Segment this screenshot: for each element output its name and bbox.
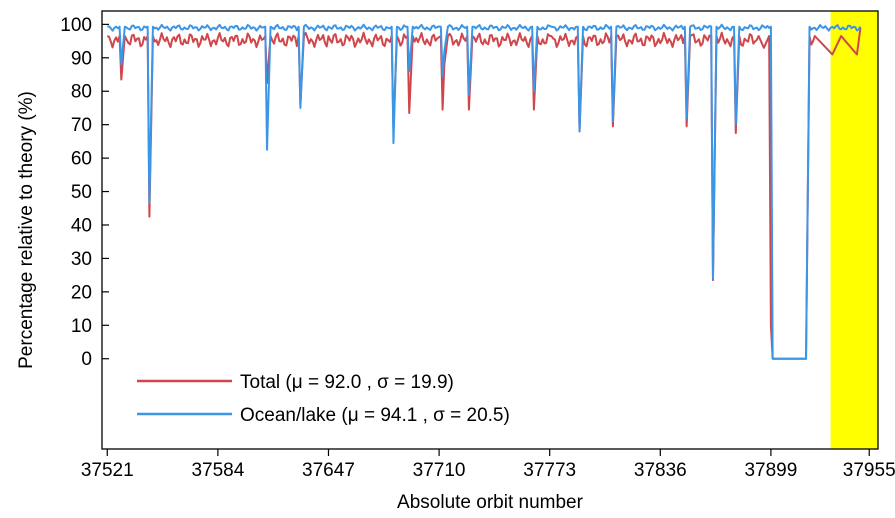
highlight-band [830,11,878,449]
x-tick-label: 37584 [191,460,244,481]
y-axis-label: Percentage relative to theory (%) [16,91,37,369]
x-tick-label: 37773 [523,460,576,481]
x-tick-label: 37710 [413,460,466,481]
x-tick-label: 37955 [843,460,895,481]
y-tick-label: 40 [71,215,92,236]
series-line-total [106,27,862,360]
x-tick-label: 37647 [302,460,355,481]
x-axis-label: Absolute orbit number [397,492,584,513]
y-tick-label: 100 [60,15,92,36]
y-tick-label: 20 [71,282,92,303]
x-tick-label: 37836 [634,460,687,481]
y-tick-label: 30 [71,249,92,270]
y-tick-label: 70 [71,115,92,136]
plot-frame [101,10,879,450]
legend-entry-ocean: Ocean/lake (μ = 94.1 , σ = 20.5) [240,405,510,426]
x-tick-label: 37899 [744,460,797,481]
legend-entry-total: Total (μ = 92.0 , σ = 19.9) [240,372,454,393]
x-tick-label: 37521 [81,460,134,481]
y-tick-label: 60 [71,149,92,170]
legend: Total (μ = 92.0 , σ = 19.9) Ocean/lake (… [137,372,510,426]
y-tick-label: 0 [81,349,92,370]
y-tick-label: 80 [71,82,92,103]
y-tick-label: 10 [71,316,92,337]
y-tick-label: 90 [71,48,92,69]
y-tick-label: 50 [71,182,92,203]
series-line-ocean [107,23,862,360]
